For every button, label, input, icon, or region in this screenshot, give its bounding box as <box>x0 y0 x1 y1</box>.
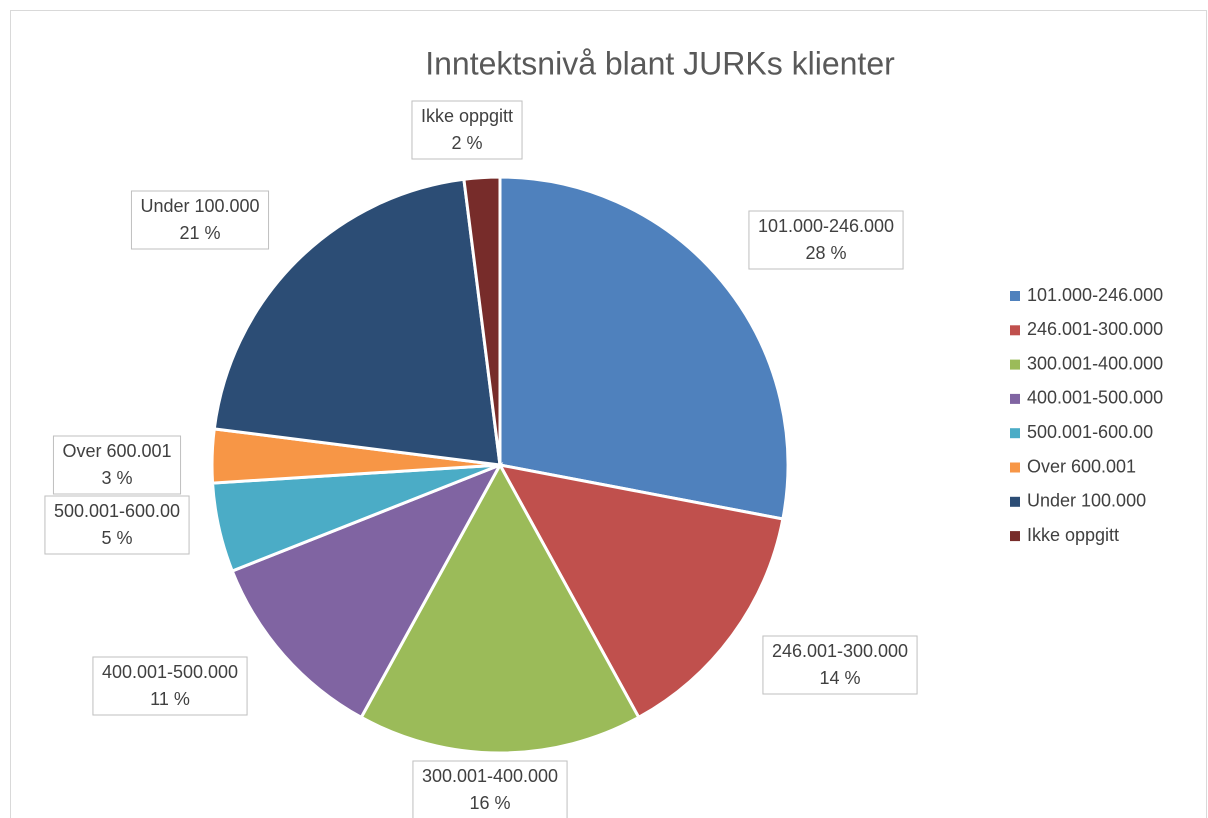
data-label-value: 28 % <box>805 243 846 263</box>
legend-label: 246.001-300.000 <box>1027 319 1163 339</box>
pie-slice <box>230 462 504 720</box>
legend-label: 400.001-500.000 <box>1027 388 1163 408</box>
data-label-value: 11 % <box>150 689 190 709</box>
data-label-name: 400.001-500.000 <box>102 662 238 682</box>
data-label-box <box>748 210 904 270</box>
data-label-value: 5 % <box>101 528 132 548</box>
data-label-value: 21 % <box>179 223 220 243</box>
chart-title: Inntektsnivå blant JURKs klienter <box>425 45 895 81</box>
legend-label: Under 100.000 <box>1027 491 1146 511</box>
data-label-name: 246.001-300.000 <box>772 641 908 661</box>
legend-swatch <box>1010 393 1020 404</box>
data-label-box <box>52 435 182 495</box>
data-label-value: 14 % <box>819 668 860 688</box>
pie-slice <box>498 175 790 521</box>
data-label-value: 3 % <box>101 468 132 488</box>
pie-slice <box>359 461 641 755</box>
data-label-value: 2 % <box>451 133 482 153</box>
legend-swatch <box>1010 462 1020 473</box>
pie-slice <box>212 177 502 467</box>
data-label-name: Under 100.000 <box>140 196 259 216</box>
data-label-box <box>762 635 918 695</box>
data-label-name: 300.001-400.000 <box>422 766 558 786</box>
legend-label: 300.001-400.000 <box>1027 353 1163 373</box>
data-label-box <box>412 760 568 818</box>
data-label-box <box>92 656 248 716</box>
data-label-name: Ikke oppgitt <box>421 106 513 126</box>
legend-label: Over 600.001 <box>1027 456 1136 476</box>
legend-label: 101.000-246.000 <box>1027 285 1163 305</box>
pie-slice <box>497 462 785 720</box>
legend-label: Ikke oppgitt <box>1027 525 1119 545</box>
pie-slice <box>462 175 502 466</box>
data-label-name: 101.000-246.000 <box>758 216 894 236</box>
data-label-box <box>44 495 190 555</box>
data-label-box <box>130 190 270 250</box>
legend-swatch <box>1010 359 1020 370</box>
data-label-name: Over 600.001 <box>62 441 171 461</box>
data-label-name: 500.001-600.00 <box>54 501 180 521</box>
legend-swatch <box>1010 325 1020 336</box>
legend-swatch <box>1010 428 1020 439</box>
data-label-box <box>411 100 523 160</box>
legend-swatch <box>1010 496 1020 507</box>
legend-label: 500.001-600.00 <box>1027 422 1153 442</box>
legend-swatch <box>1010 291 1020 301</box>
legend-swatch <box>1010 531 1020 542</box>
data-label-value: 16 % <box>469 793 510 813</box>
